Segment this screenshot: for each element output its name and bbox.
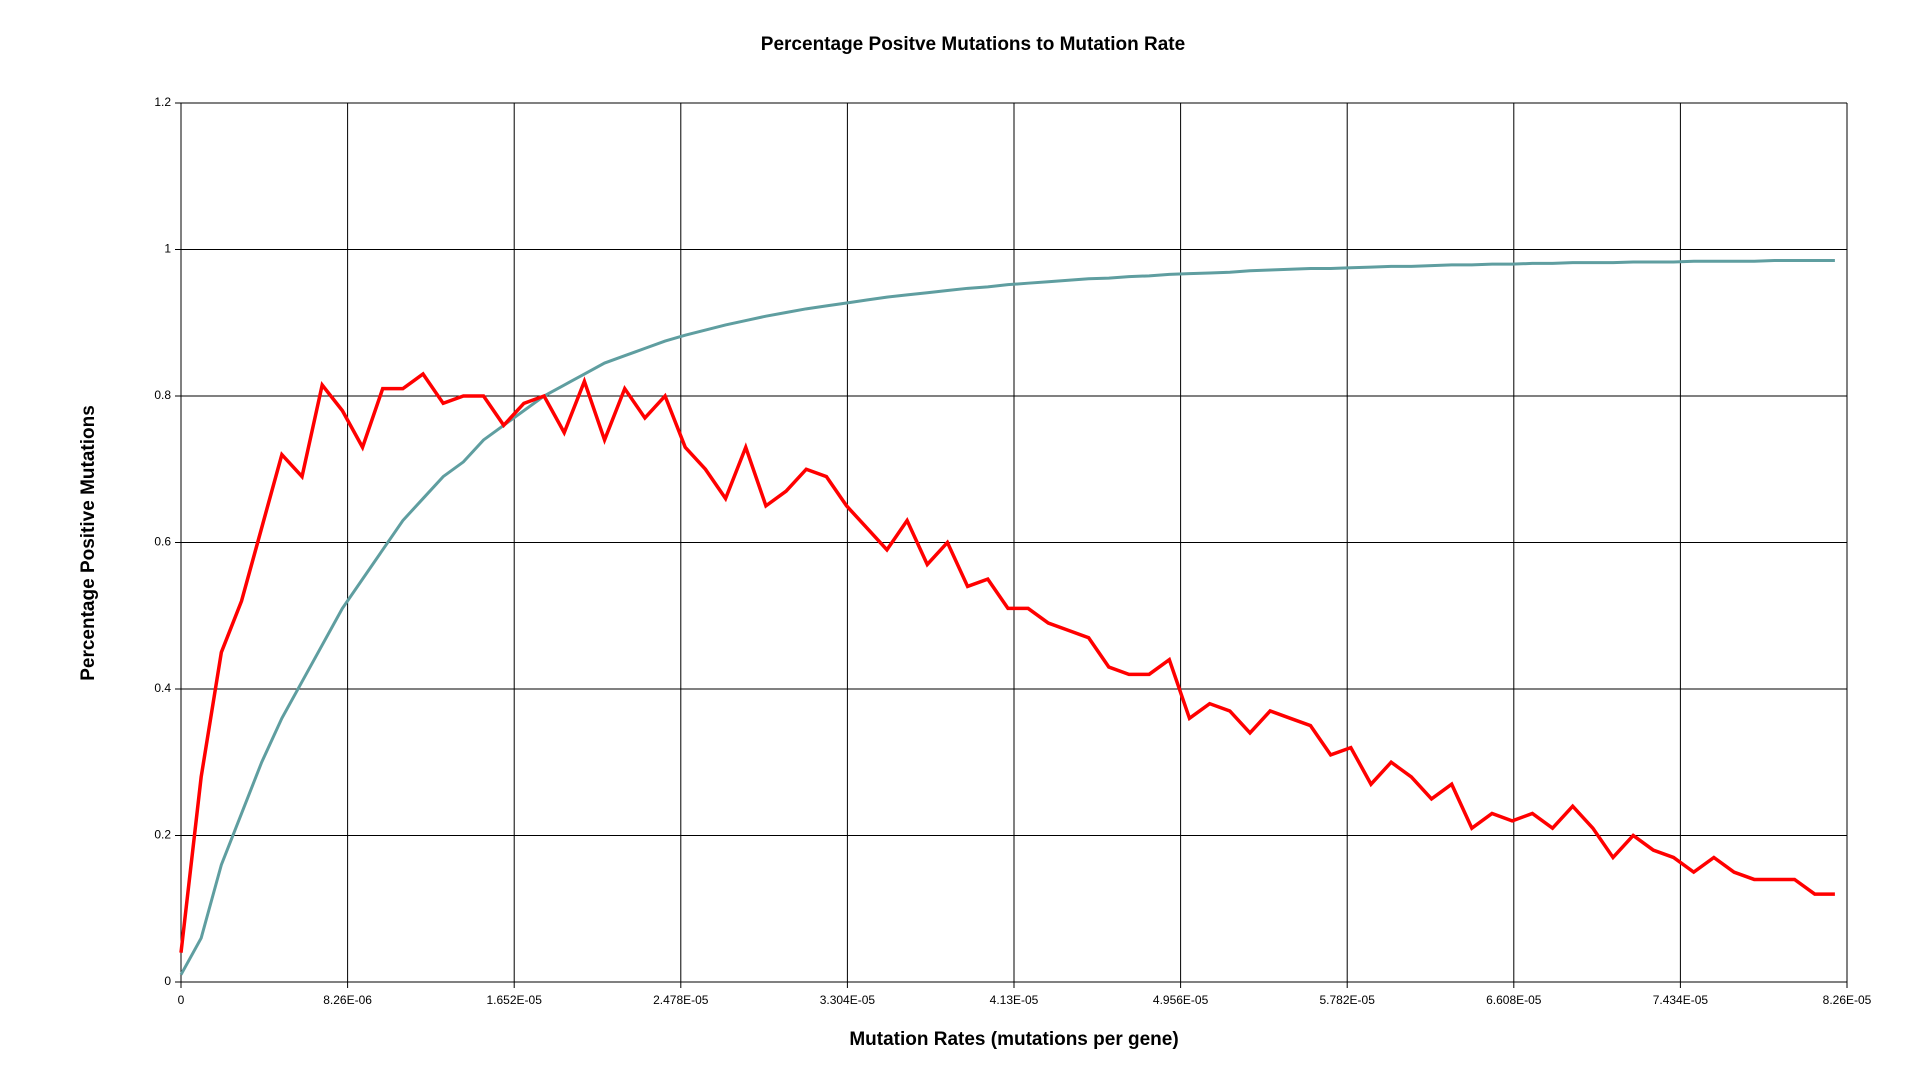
x-tick-label: 6.608E-05 bbox=[1486, 993, 1542, 1007]
chart-title: Percentage Positve Mutations to Mutation… bbox=[761, 34, 1185, 55]
x-tick-label: 0 bbox=[178, 993, 185, 1007]
x-tick-label: 4.13E-05 bbox=[990, 993, 1039, 1007]
x-tick-label: 8.26E-05 bbox=[1823, 993, 1872, 1007]
y-tick-label: 0.6 bbox=[154, 535, 171, 549]
data-line bbox=[179, 258, 1835, 976]
y-tick-label: 0 bbox=[164, 974, 171, 988]
y-tick-label: 1 bbox=[164, 242, 171, 256]
x-tick-label: 3.304E-05 bbox=[820, 993, 876, 1007]
y-tick-label: 0.4 bbox=[154, 681, 171, 695]
y-tick-label: 0.8 bbox=[154, 388, 171, 402]
x-tick-label: 1.652E-05 bbox=[487, 993, 543, 1007]
y-axis-title: Percentage Positive Mutations bbox=[78, 405, 99, 681]
x-tick-label: 2.478E-05 bbox=[653, 993, 709, 1007]
x-axis-title: Mutation Rates (mutations per gene) bbox=[849, 1029, 1178, 1050]
x-tick-label: 7.434E-05 bbox=[1653, 993, 1709, 1007]
y-tick-label: 0.2 bbox=[154, 828, 171, 842]
x-tick-label: 8.26E-06 bbox=[323, 993, 372, 1007]
x-tick-label: 5.782E-05 bbox=[1320, 993, 1376, 1007]
x-tick-label: 4.956E-05 bbox=[1153, 993, 1209, 1007]
y-tick-label: 1.2 bbox=[154, 95, 171, 109]
data-line bbox=[179, 371, 1835, 953]
